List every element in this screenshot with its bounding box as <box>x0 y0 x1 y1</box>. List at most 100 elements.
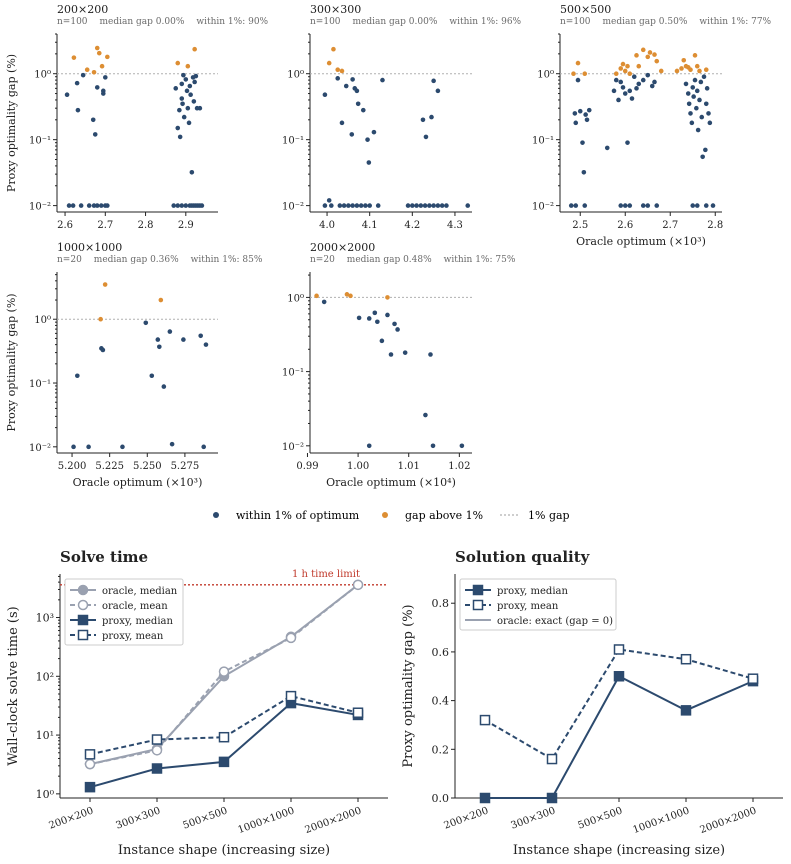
within-point <box>337 203 343 208</box>
within-point <box>120 444 125 450</box>
within-point <box>366 160 372 165</box>
y-tick-label: 10⁰ <box>537 70 554 81</box>
above-point <box>622 68 628 74</box>
within-point <box>75 107 81 113</box>
x-axis-label: Instance shape (increasing size) <box>513 843 725 858</box>
above-point <box>192 46 197 52</box>
series-point <box>352 579 364 591</box>
panel-stats: n=20 median gap 0.48% within 1%: 75% <box>310 255 516 265</box>
within-point <box>100 347 106 353</box>
x-tick-label: 1.01 <box>398 461 420 472</box>
above-point <box>645 54 651 60</box>
within-point <box>613 77 619 83</box>
above-point <box>326 60 332 66</box>
panel-stats: n=100 median gap 0.00% within 1%: 90% <box>57 17 269 27</box>
within-point <box>634 86 639 91</box>
within-point <box>418 203 424 208</box>
within-point <box>177 107 182 113</box>
within-point <box>74 80 80 86</box>
x-tick-label: 4.0 <box>319 220 335 231</box>
within-point <box>341 203 347 208</box>
within-point <box>183 203 189 208</box>
x-tick-label: 2.7 <box>662 220 678 231</box>
x-tick-label: 5.200 <box>58 461 87 472</box>
within-point <box>191 99 197 104</box>
within-point <box>435 203 441 208</box>
above-point <box>96 50 102 56</box>
within-point <box>580 140 585 145</box>
within-point <box>185 105 191 111</box>
within-point <box>175 125 181 131</box>
x-axis-label: Oracle optimum (×10⁴) <box>326 476 456 489</box>
x-tick-label: 2.5 <box>572 220 588 231</box>
x-tick-label: 1000×1000 <box>632 805 691 836</box>
within-point <box>701 74 707 80</box>
stat-n: n=20 <box>310 255 335 265</box>
legend-above-label: gap above 1% <box>405 509 483 522</box>
legend-marker <box>77 584 89 596</box>
within-point <box>423 412 428 418</box>
legend-entry: oracle, median <box>70 584 178 597</box>
within-point <box>629 96 635 101</box>
within-point <box>197 105 203 111</box>
within-point <box>322 92 328 98</box>
within-point <box>573 203 579 208</box>
above-point <box>98 316 103 322</box>
within-point <box>420 117 426 123</box>
y-axis-label: Proxy optimality gap (%) <box>5 293 18 431</box>
within-point <box>181 114 187 120</box>
within-point <box>100 91 106 96</box>
within-point <box>707 120 713 126</box>
above-point <box>348 293 353 299</box>
within-point <box>105 203 110 208</box>
within-point <box>349 132 355 137</box>
above-point <box>625 63 630 69</box>
within-point <box>183 77 189 82</box>
above-point <box>335 67 341 73</box>
within-point <box>354 203 360 208</box>
x-tick-label: 300×300 <box>510 805 558 831</box>
stat-median: median gap 0.36% <box>94 255 179 265</box>
summary-panels: 200×200 300×300 500×500 1000×1000 2000×2000 S… <box>6 548 783 858</box>
x-tick-label: 1.02 <box>448 461 470 472</box>
within-point <box>577 108 583 114</box>
within-point <box>627 88 633 94</box>
above-point <box>94 45 100 51</box>
within-point <box>356 315 362 321</box>
within-point <box>584 117 590 123</box>
series-line <box>89 695 359 756</box>
within-point <box>405 203 411 208</box>
within-point <box>640 77 646 83</box>
series-point <box>285 632 297 644</box>
x-tick-label: 500×500 <box>577 805 625 831</box>
stat-within: within 1%: 90% <box>196 17 268 27</box>
x-tick-label: 2000×2000 <box>304 805 363 836</box>
within-point <box>636 81 642 87</box>
x-tick-label: 5.275 <box>171 461 200 472</box>
y-axis-label: Proxy optimality gap (%) <box>5 54 18 192</box>
within-point <box>385 312 390 318</box>
within-point <box>322 203 328 208</box>
within-point <box>402 350 408 355</box>
within-point <box>586 107 592 113</box>
above-point <box>105 54 110 60</box>
within-point <box>575 77 581 83</box>
legend-marker <box>77 599 89 611</box>
within-point <box>439 203 445 208</box>
above-point <box>703 67 709 73</box>
above-point <box>627 71 633 77</box>
within-point <box>429 114 434 120</box>
within-point <box>66 203 72 208</box>
above-point <box>652 52 657 57</box>
within-point <box>91 203 97 208</box>
series-proxy-median <box>84 697 364 793</box>
legend-entry: proxy, median <box>465 584 568 597</box>
above-point <box>620 61 626 67</box>
within-point <box>697 97 702 103</box>
legend-label: oracle, mean <box>102 601 168 612</box>
legend-label: proxy, median <box>102 616 173 627</box>
x-tick-label: 1.00 <box>347 461 369 472</box>
above-point <box>679 66 684 71</box>
legend-marker <box>77 614 89 626</box>
